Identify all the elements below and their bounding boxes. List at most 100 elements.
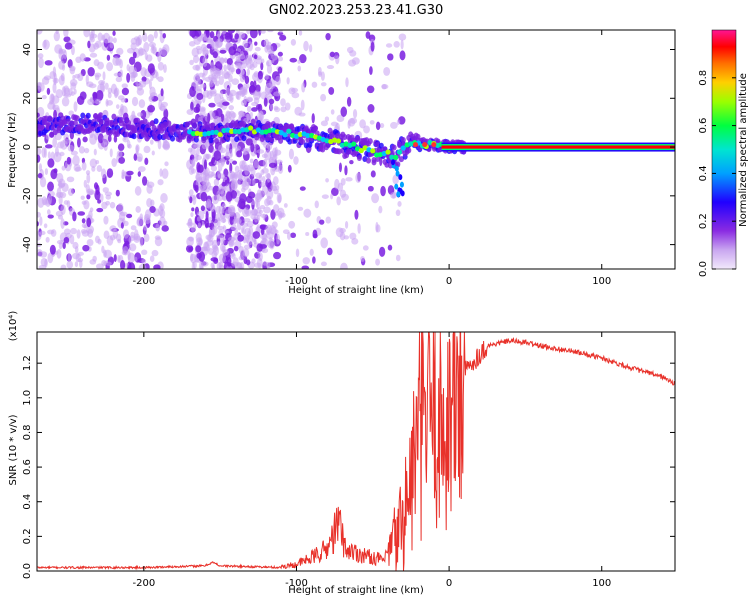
noise-blob	[208, 102, 216, 108]
noise-blob	[219, 57, 225, 64]
noise-blob	[190, 101, 194, 112]
noise-blob	[162, 33, 167, 39]
noise-blob	[37, 112, 40, 118]
noise-blob	[240, 99, 247, 107]
noise-blob	[223, 64, 228, 72]
noise-blob	[126, 64, 130, 72]
noise-blob	[159, 103, 166, 112]
noise-blob	[86, 217, 92, 228]
ridge-core	[221, 127, 227, 134]
noise-blob	[41, 147, 46, 158]
noise-blob	[43, 39, 47, 48]
noise-blob	[222, 225, 227, 233]
noise-blob	[196, 162, 201, 173]
noise-blob	[378, 205, 383, 214]
noise-blob	[320, 82, 327, 87]
noise-blob	[186, 236, 194, 247]
noise-blob	[101, 245, 105, 254]
noise-blob	[69, 66, 76, 75]
noise-blob	[43, 223, 48, 229]
noise-blob	[320, 261, 327, 267]
noise-blob	[225, 183, 231, 192]
spectrogram-xlabel: Height of straight line (km)	[288, 285, 424, 296]
noise-blob	[141, 258, 147, 265]
noise-blob	[217, 217, 221, 228]
colorbar-bar	[711, 29, 737, 270]
noise-blob	[160, 46, 168, 57]
noise-blob	[209, 31, 215, 39]
noise-blob	[89, 52, 98, 58]
noise-blob	[66, 176, 75, 183]
noise-blob	[215, 80, 220, 87]
noise-blob	[191, 207, 195, 212]
noise-blob	[77, 137, 81, 148]
noise-blob	[103, 230, 110, 239]
ridge-halo	[312, 125, 318, 132]
noise-blob	[189, 86, 196, 98]
noise-blob	[226, 256, 232, 267]
ridge-halo	[131, 133, 137, 140]
noise-blob	[191, 158, 195, 167]
noise-blob	[58, 49, 65, 61]
noise-blob	[113, 135, 118, 143]
y-tick-label: -40	[22, 236, 33, 252]
noise-blob	[312, 233, 318, 239]
noise-blob	[47, 158, 55, 168]
noise-blob	[218, 253, 226, 263]
noise-blob	[147, 34, 155, 43]
noise-blob	[334, 178, 340, 190]
noise-blob	[80, 228, 88, 234]
noise-blob	[273, 105, 279, 111]
ridge-halo	[186, 137, 192, 144]
noise-blob	[303, 40, 309, 52]
noise-blob	[106, 168, 114, 178]
noise-blob	[151, 150, 155, 156]
noise-blob	[137, 216, 144, 227]
spectrogram-frame	[36, 29, 676, 270]
ridge-halo	[72, 120, 78, 127]
noise-blob	[263, 38, 270, 47]
noise-blob	[211, 72, 218, 83]
noise-blob	[72, 211, 77, 222]
noise-blob	[203, 159, 208, 170]
noise-blob	[213, 178, 220, 187]
noise-blob	[330, 109, 335, 115]
noise-blob	[299, 54, 307, 64]
noise-blob	[60, 218, 65, 229]
noise-blob	[112, 37, 117, 44]
noise-blob	[343, 235, 350, 240]
noise-blob	[113, 254, 117, 263]
noise-blob	[247, 230, 251, 240]
noise-blob	[93, 148, 97, 156]
ridge-core	[396, 149, 403, 155]
noise-blob	[128, 56, 136, 65]
noise-blob	[115, 104, 120, 109]
noise-blob	[62, 242, 66, 249]
noise-blob	[212, 51, 218, 59]
noise-blob	[336, 196, 341, 206]
ridge-core	[305, 132, 311, 139]
noise-blob	[82, 136, 88, 143]
noise-blob	[146, 54, 153, 62]
noise-blob	[138, 47, 144, 57]
noise-blob	[118, 211, 126, 222]
noise-blob	[134, 186, 142, 196]
ridge-halo	[415, 133, 421, 140]
noise-blob	[338, 162, 342, 173]
noise-blob	[277, 51, 283, 57]
noise-blob	[260, 30, 266, 34]
ridge-core	[198, 131, 204, 137]
noise-blob	[238, 32, 246, 39]
ridge-halo	[224, 122, 230, 129]
noise-blob	[330, 121, 339, 127]
noise-blob	[279, 34, 287, 41]
noise-blob	[273, 188, 279, 195]
noise-blob	[87, 40, 91, 49]
noise-blob	[109, 225, 117, 233]
noise-blob	[301, 265, 310, 269]
noise-blob	[73, 101, 78, 113]
noise-blob	[202, 72, 206, 81]
noise-blob	[52, 77, 59, 84]
noise-blob	[159, 30, 163, 35]
